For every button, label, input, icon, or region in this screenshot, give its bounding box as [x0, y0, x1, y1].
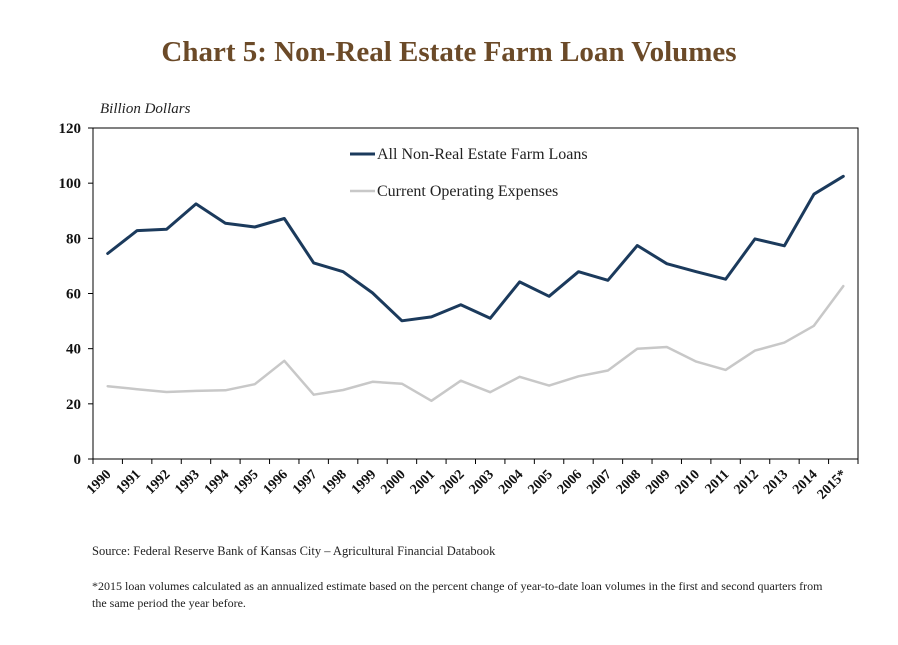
legend-item-0: All Non-Real Estate Farm Loans	[350, 146, 588, 163]
x-tick-label: 2012	[731, 467, 761, 497]
legend-item-1: Current Operating Expenses	[350, 183, 558, 200]
x-tick-label: 2011	[703, 467, 733, 497]
x-tick-label: 2010	[673, 467, 703, 497]
x-tick-label: 1990	[84, 467, 114, 497]
legend: All Non-Real Estate Farm Loans Current Op…	[350, 146, 588, 200]
x-tick-label: 1994	[202, 467, 232, 497]
x-tick-label: 2015*	[815, 467, 850, 502]
x-tick-label: 2013	[761, 467, 791, 497]
x-tick-label: 1995	[231, 467, 261, 497]
series-1	[106, 284, 845, 403]
x-tick-label: 1996	[261, 467, 291, 497]
legend-label: Current Operating Expenses	[377, 183, 558, 200]
x-tick-label: 2007	[584, 467, 614, 497]
x-tick-label: 1992	[143, 467, 173, 497]
x-tick-label: 2000	[378, 467, 408, 497]
footnote: *2015 loan volumes calculated as an annu…	[92, 579, 823, 610]
x-tick-label: 2006	[555, 467, 585, 497]
x-tick-label: 2001	[408, 467, 438, 497]
x-tick-label: 2004	[496, 467, 526, 497]
x-tick-label: 1998	[320, 467, 350, 497]
legend-label: All Non-Real Estate Farm Loans	[377, 146, 588, 163]
y-tick-label: 0	[74, 452, 82, 468]
y-tick-label: 80	[66, 231, 81, 247]
x-tick-label: 1997	[290, 467, 320, 497]
series-line	[106, 284, 845, 403]
y-tick-label: 100	[59, 176, 82, 192]
y-tick-label: 120	[59, 121, 82, 137]
plot-frame	[92, 127, 859, 460]
y-tick-label: 20	[66, 397, 81, 413]
x-tick-label: 1999	[349, 467, 379, 497]
x-tick-label: 2003	[467, 467, 497, 497]
y-axis-label: Billion Dollars	[100, 101, 191, 117]
x-tick-label: 1991	[114, 467, 144, 497]
series-0	[106, 174, 845, 323]
y-tick-label: 40	[66, 342, 81, 358]
x-tick-label: 2008	[614, 467, 644, 497]
x-tick-label: 1993	[172, 467, 202, 497]
series-lines	[106, 174, 845, 403]
x-tick-label: 2005	[525, 467, 555, 497]
y-tick-label: 60	[66, 287, 81, 303]
series-line	[106, 174, 845, 323]
chart-title: Chart 5: Non-Real Estate Farm Loan Volum…	[161, 36, 737, 68]
x-tick-label: 2009	[643, 467, 673, 497]
source-note: Source: Federal Reserve Bank of Kansas C…	[92, 544, 496, 558]
x-tick-label: 2002	[437, 467, 467, 497]
